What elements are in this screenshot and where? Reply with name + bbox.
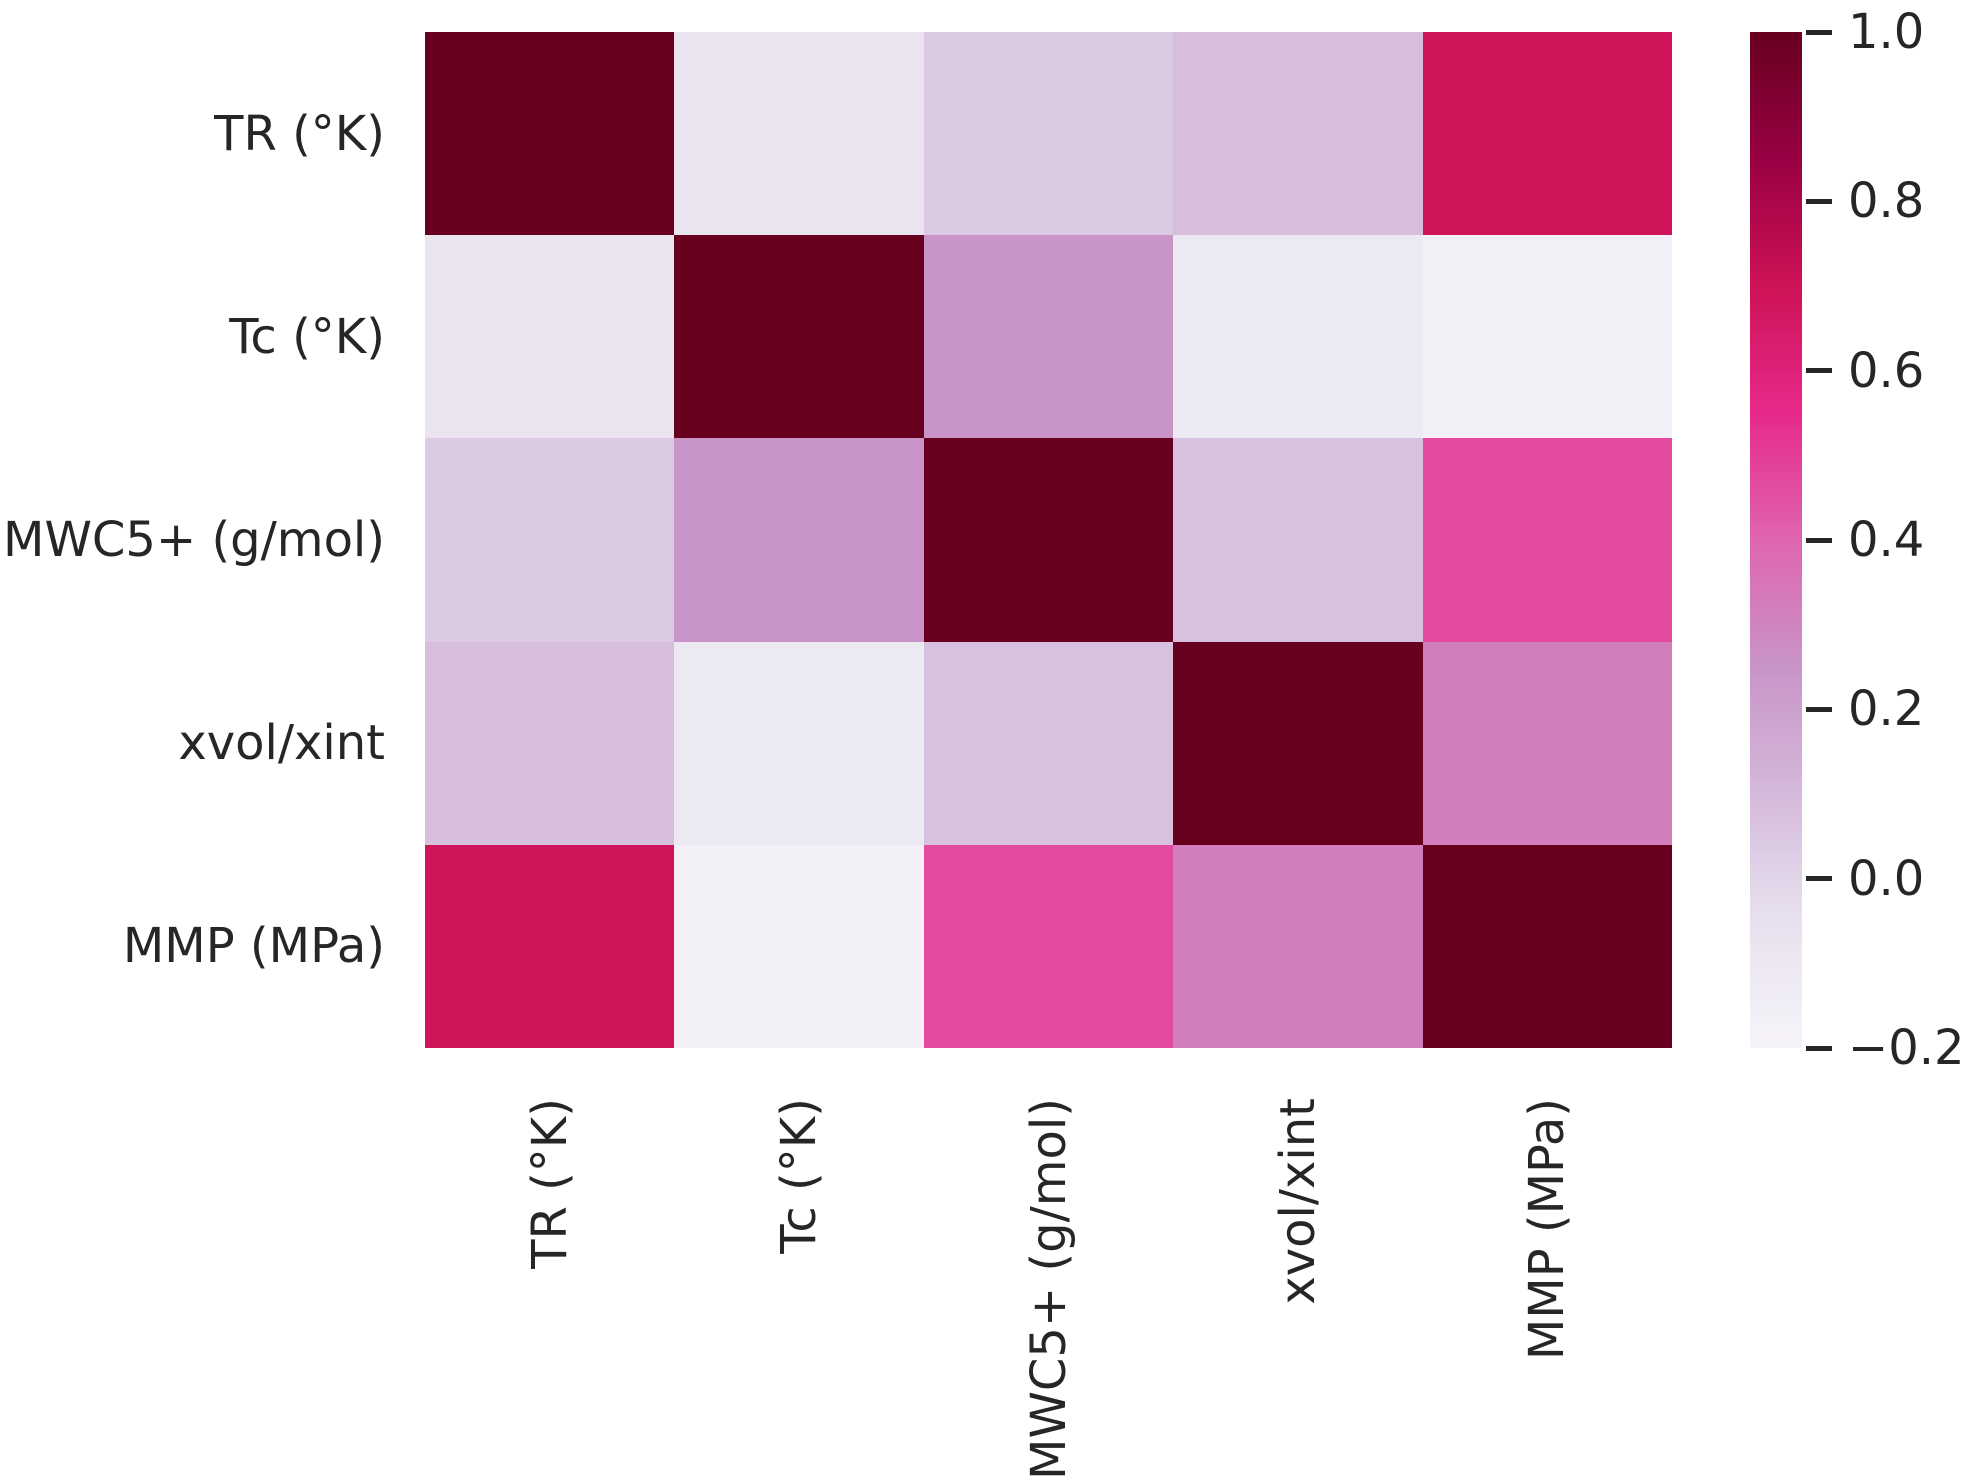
heatmap-cell-4-2 — [923, 844, 1174, 1048]
colorbar-gradient — [1750, 32, 1802, 1048]
colorbar-tick-label-0: 1.0 — [1848, 4, 1925, 60]
colorbar-tick-label-1: 0.8 — [1848, 173, 1925, 230]
y-tick-label-2: MWC5+ (g/mol) — [3, 511, 385, 568]
colorbar-tick-mark-0 — [1806, 29, 1832, 35]
colorbar-tick-mark-5 — [1806, 876, 1832, 882]
colorbar-tick-mark-2 — [1806, 368, 1832, 374]
heatmap-cell-4-4 — [1422, 844, 1672, 1048]
heatmap-cell-3-4 — [1422, 641, 1672, 845]
y-tick-label-4: MMP (MPa) — [122, 918, 385, 975]
x-tick-label-0: TR (°K) — [521, 1098, 578, 1269]
heatmap-cell-0-4 — [1422, 32, 1672, 236]
heatmap-cell-2-2 — [923, 438, 1174, 642]
heatmap-cell-4-0 — [425, 844, 675, 1048]
heatmap-cell-0-0 — [425, 32, 675, 236]
colorbar-tick-mark-1 — [1806, 198, 1832, 204]
heatmap-cell-3-1 — [674, 641, 924, 845]
x-tick-label-1: Tc (°K) — [771, 1098, 828, 1254]
heatmap-cell-1-4 — [1422, 235, 1672, 439]
x-tick-label-2: MWC5+ (g/mol) — [1020, 1098, 1077, 1479]
heatmap-cell-1-0 — [425, 235, 675, 439]
colorbar-tick-mark-4 — [1806, 706, 1832, 712]
colorbar-tick-label-2: 0.6 — [1848, 342, 1925, 399]
heatmap-cell-1-3 — [1173, 235, 1423, 439]
heatmap-cell-2-4 — [1422, 438, 1672, 642]
y-tick-label-0: TR (°K) — [214, 105, 385, 162]
y-tick-label-3: xvol/xint — [178, 715, 385, 772]
heatmap-cell-4-1 — [674, 844, 924, 1048]
y-tick-label-1: Tc (°K) — [229, 308, 385, 365]
x-tick-label-3: xvol/xint — [1269, 1098, 1326, 1305]
colorbar-tick-mark-6 — [1806, 1045, 1832, 1051]
heatmap-cell-3-2 — [923, 641, 1174, 845]
heatmap-cell-3-0 — [425, 641, 675, 845]
heatmap-cell-2-3 — [1173, 438, 1423, 642]
colorbar-tick-label-5: 0.0 — [1848, 850, 1925, 907]
colorbar-tick-label-6: −0.2 — [1848, 1020, 1961, 1076]
colorbar-tick-label-3: 0.4 — [1848, 512, 1925, 568]
heatmap-cell-0-2 — [923, 32, 1174, 236]
heatmap-cell-3-3 — [1173, 641, 1423, 845]
heatmap-cell-0-1 — [674, 32, 924, 236]
heatmap-cell-1-2 — [923, 235, 1174, 439]
colorbar-tick-mark-3 — [1806, 537, 1832, 543]
heatmap-grid — [425, 32, 1672, 1048]
colorbar-tick-label-4: 0.2 — [1848, 681, 1925, 738]
heatmap-cell-2-1 — [674, 438, 924, 642]
x-tick-label-4: MMP (MPa) — [1519, 1098, 1576, 1361]
heatmap-cell-2-0 — [425, 438, 675, 642]
heatmap-cell-4-3 — [1173, 844, 1423, 1048]
heatmap-cell-1-1 — [674, 235, 924, 439]
heatmap-cell-0-3 — [1173, 32, 1423, 236]
